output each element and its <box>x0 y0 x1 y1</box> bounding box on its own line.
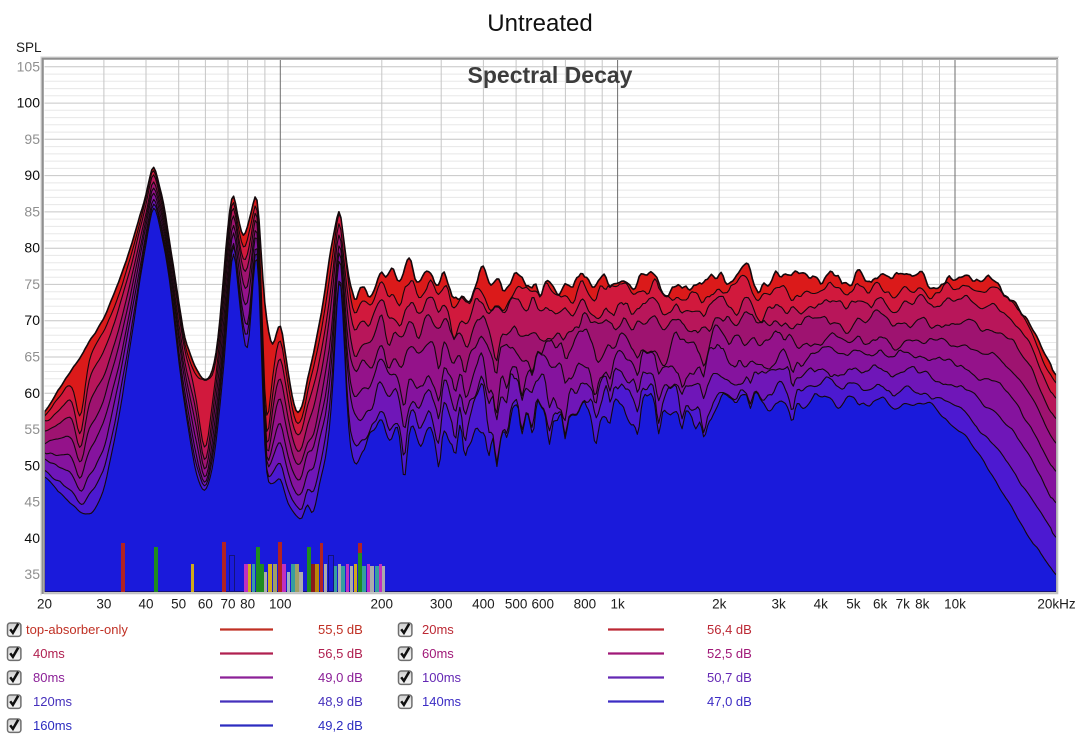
svg-text:49,0 dB: 49,0 dB <box>318 670 363 685</box>
svg-text:500: 500 <box>505 597 528 612</box>
svg-text:75: 75 <box>24 276 40 292</box>
svg-text:Untreated: Untreated <box>487 10 592 37</box>
svg-text:300: 300 <box>430 597 453 612</box>
svg-text:2k: 2k <box>712 597 727 612</box>
svg-text:20kHz: 20kHz <box>1037 597 1076 612</box>
svg-text:20ms: 20ms <box>422 622 454 637</box>
svg-text:56,5 dB: 56,5 dB <box>318 646 363 661</box>
svg-text:85: 85 <box>24 203 40 219</box>
svg-text:105: 105 <box>17 58 41 74</box>
svg-text:40: 40 <box>24 530 40 546</box>
svg-text:600: 600 <box>532 597 555 612</box>
svg-text:55,5 dB: 55,5 dB <box>318 622 363 637</box>
svg-text:70: 70 <box>220 597 235 612</box>
svg-text:100: 100 <box>269 597 292 612</box>
svg-text:45: 45 <box>24 494 40 510</box>
svg-text:90: 90 <box>24 167 40 183</box>
svg-text:35: 35 <box>24 566 40 582</box>
svg-text:56,4 dB: 56,4 dB <box>707 622 752 637</box>
svg-text:40: 40 <box>138 597 153 612</box>
svg-text:10k: 10k <box>944 597 966 612</box>
svg-text:120ms: 120ms <box>33 694 73 709</box>
svg-text:8k: 8k <box>915 597 930 612</box>
svg-text:48,9 dB: 48,9 dB <box>318 694 363 709</box>
svg-text:20: 20 <box>37 597 52 612</box>
svg-text:65: 65 <box>24 349 40 365</box>
svg-text:SPL: SPL <box>16 40 42 55</box>
svg-text:400: 400 <box>472 597 495 612</box>
svg-text:60: 60 <box>24 385 40 401</box>
svg-text:60ms: 60ms <box>422 646 454 661</box>
svg-text:5k: 5k <box>846 597 861 612</box>
svg-text:3k: 3k <box>771 597 786 612</box>
svg-text:80: 80 <box>24 240 40 256</box>
svg-text:top-absorber-only: top-absorber-only <box>26 622 128 637</box>
svg-text:40ms: 40ms <box>33 646 65 661</box>
svg-text:95: 95 <box>24 131 40 147</box>
svg-text:60: 60 <box>198 597 213 612</box>
svg-text:100: 100 <box>17 95 41 111</box>
svg-text:100ms: 100ms <box>422 670 462 685</box>
svg-text:30: 30 <box>96 597 111 612</box>
svg-text:49,2 dB: 49,2 dB <box>318 718 363 733</box>
svg-text:80: 80 <box>240 597 255 612</box>
svg-text:50: 50 <box>24 457 40 473</box>
svg-text:1k: 1k <box>610 597 625 612</box>
svg-text:800: 800 <box>574 597 597 612</box>
svg-text:50: 50 <box>171 597 186 612</box>
svg-text:52,5 dB: 52,5 dB <box>707 646 752 661</box>
svg-text:55: 55 <box>24 421 40 437</box>
svg-text:4k: 4k <box>814 597 829 612</box>
svg-text:7k: 7k <box>896 597 911 612</box>
svg-text:200: 200 <box>371 597 394 612</box>
svg-text:160ms: 160ms <box>33 718 73 733</box>
svg-text:140ms: 140ms <box>422 694 462 709</box>
svg-text:50,7 dB: 50,7 dB <box>707 670 752 685</box>
svg-text:47,0 dB: 47,0 dB <box>707 694 752 709</box>
svg-text:6k: 6k <box>873 597 888 612</box>
svg-text:Spectral Decay: Spectral Decay <box>468 62 633 88</box>
svg-text:80ms: 80ms <box>33 670 65 685</box>
svg-text:70: 70 <box>24 312 40 328</box>
